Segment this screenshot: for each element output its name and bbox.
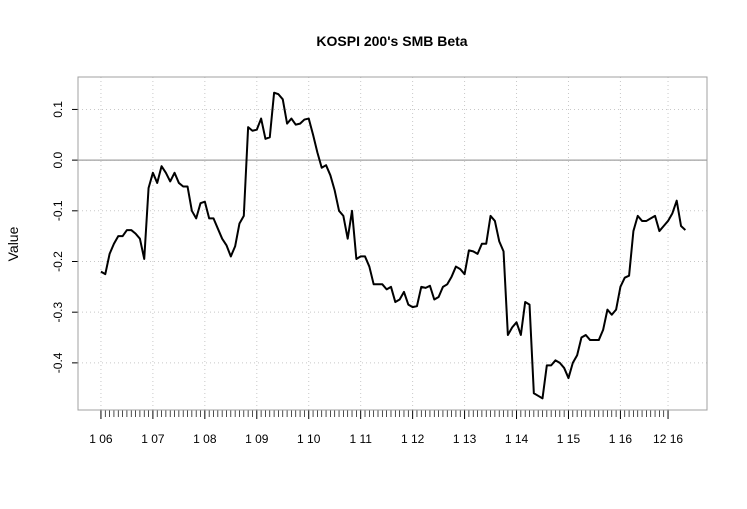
x-tick-label: 12 16 [653, 432, 683, 446]
x-tick-label: 1 12 [401, 432, 425, 446]
x-tick-label: 1 11 [349, 432, 372, 446]
x-tick-label: 1 15 [557, 432, 581, 446]
chart-title: KOSPI 200's SMB Beta [316, 33, 467, 49]
y-tick-label: 0.1 [51, 101, 65, 118]
x-tick-label: 1 14 [505, 432, 529, 446]
x-tick-label: 1 13 [453, 432, 477, 446]
y-tick-label: -0.1 [51, 200, 65, 221]
x-tick-label: 1 08 [193, 432, 217, 446]
x-tick-label: 1 09 [245, 432, 269, 446]
x-tick-label: 1 06 [89, 432, 113, 446]
x-tick-label: 1 16 [609, 432, 633, 446]
y-tick-label: -0.3 [51, 302, 65, 323]
x-tick-label: 1 07 [141, 432, 165, 446]
y-tick-label: 0.0 [51, 151, 65, 168]
y-axis-label: Value [5, 226, 21, 261]
data-line [100, 91, 687, 400]
y-tick-label: -0.4 [51, 352, 65, 373]
x-tick-label: 1 10 [297, 432, 321, 446]
y-tick-label: -0.2 [51, 251, 65, 272]
plot-frame [77, 76, 708, 411]
